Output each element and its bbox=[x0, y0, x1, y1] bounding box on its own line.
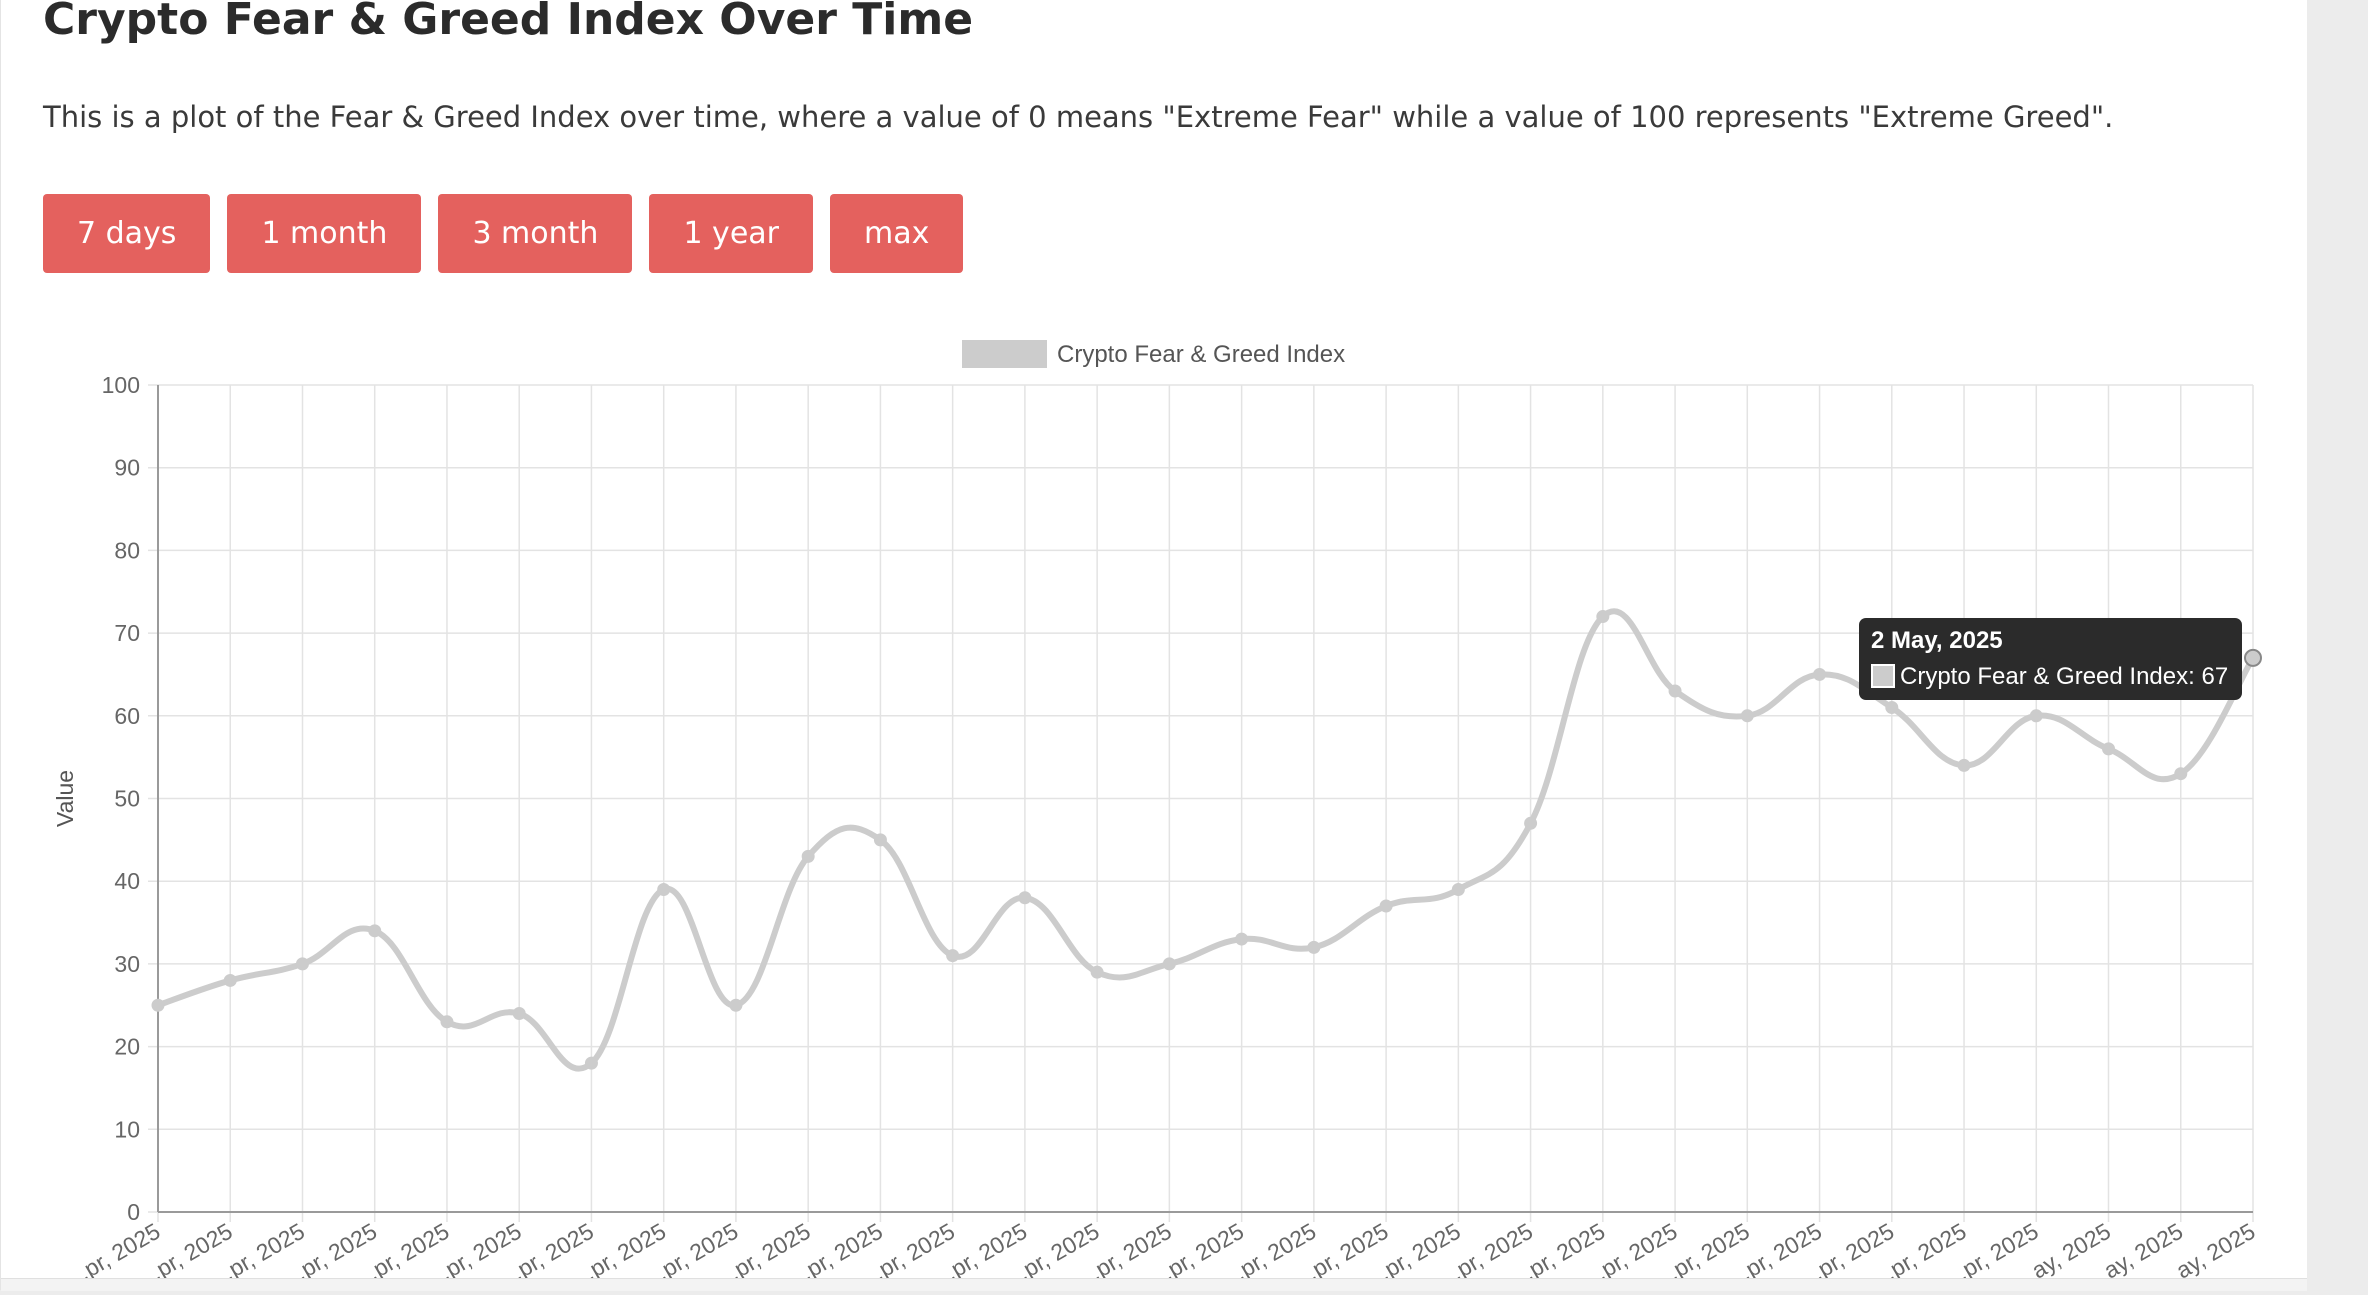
y-tick-label: 90 bbox=[114, 455, 140, 481]
data-point bbox=[2029, 709, 2043, 723]
data-point bbox=[1957, 758, 1971, 772]
tooltip-label: Crypto Fear & Greed Index: 67 bbox=[1900, 663, 2228, 690]
horizontal-scrollbar[interactable] bbox=[1, 1278, 2307, 1291]
range-3-month-button[interactable]: 3 month bbox=[438, 194, 633, 273]
axes bbox=[157, 385, 2253, 1213]
page-description: This is a plot of the Fear & Greed Index… bbox=[43, 100, 2114, 134]
tooltip-title: 2 May, 2025 bbox=[1871, 627, 2003, 654]
data-point bbox=[2102, 742, 2116, 756]
data-point bbox=[2244, 648, 2262, 667]
data-point bbox=[295, 957, 309, 971]
data-point bbox=[1018, 891, 1032, 905]
y-tick-label: 20 bbox=[114, 1034, 140, 1060]
range-7-days-button[interactable]: 7 days bbox=[43, 194, 211, 273]
range-1-year-button[interactable]: 1 year bbox=[649, 194, 813, 273]
data-point bbox=[2174, 767, 2188, 781]
y-tick-label: 60 bbox=[114, 703, 140, 729]
data-point bbox=[1307, 940, 1321, 954]
data-point bbox=[1235, 932, 1249, 946]
page-title: Crypto Fear & Greed Index Over Time bbox=[43, 0, 974, 45]
range-max-button[interactable]: max bbox=[830, 194, 964, 273]
legend-label: Crypto Fear & Greed Index bbox=[1057, 341, 1345, 368]
range-button-group: 7 days 1 month 3 month 1 year max bbox=[43, 194, 964, 273]
data-points bbox=[151, 610, 2262, 1070]
grid-lines bbox=[148, 384, 2254, 1222]
y-axis-title: Value bbox=[52, 770, 78, 827]
data-point bbox=[1524, 816, 1538, 830]
tooltip-background bbox=[1859, 618, 2242, 700]
y-tick-label: 40 bbox=[114, 868, 140, 894]
data-point bbox=[1090, 965, 1104, 979]
y-tick-label: 30 bbox=[114, 951, 140, 977]
data-point bbox=[946, 949, 960, 963]
chart-tooltip: 2 May, 2025 Crypto Fear & Greed Index: 6… bbox=[1859, 618, 2242, 700]
data-point bbox=[151, 998, 165, 1012]
legend-swatch bbox=[962, 340, 1047, 368]
tooltip-swatch bbox=[1871, 664, 1895, 688]
data-point bbox=[1668, 684, 1682, 698]
data-point bbox=[873, 833, 887, 847]
data-point bbox=[1379, 899, 1393, 913]
page-panel: Crypto Fear & Greed Index Over Time This… bbox=[0, 0, 2307, 1293]
data-point bbox=[1596, 610, 1610, 624]
y-tick-label: 100 bbox=[102, 372, 140, 398]
data-point bbox=[512, 1007, 526, 1021]
data-point bbox=[1740, 709, 1754, 723]
data-point bbox=[584, 1056, 598, 1070]
y-tick-label: 10 bbox=[114, 1116, 140, 1142]
data-point bbox=[729, 998, 743, 1012]
y-tick-label: 50 bbox=[114, 786, 140, 812]
y-tick-label: 70 bbox=[114, 620, 140, 646]
data-point bbox=[223, 973, 237, 987]
range-1-month-button[interactable]: 1 month bbox=[227, 194, 422, 273]
y-tick-labels: 0 10 20 30 40 50 60 70 80 90 100 bbox=[102, 372, 140, 1225]
data-point bbox=[440, 1015, 454, 1029]
data-point bbox=[368, 924, 382, 938]
data-point bbox=[1885, 701, 1899, 715]
data-point bbox=[1162, 957, 1176, 971]
fear-greed-line-chart[interactable]: Crypto Fear & Greed Index Value 0 10 20 30 4… bbox=[1, 320, 2307, 1293]
data-point bbox=[801, 849, 815, 863]
chart-container: Crypto Fear & Greed Index Value 0 10 20 30 4… bbox=[1, 320, 2307, 1293]
y-tick-label: 0 bbox=[127, 1199, 140, 1225]
y-tick-label: 80 bbox=[114, 537, 140, 563]
data-point bbox=[1813, 667, 1827, 681]
data-point bbox=[1451, 882, 1465, 896]
data-point bbox=[657, 882, 671, 896]
chart-legend[interactable]: Crypto Fear & Greed Index bbox=[962, 340, 1345, 368]
